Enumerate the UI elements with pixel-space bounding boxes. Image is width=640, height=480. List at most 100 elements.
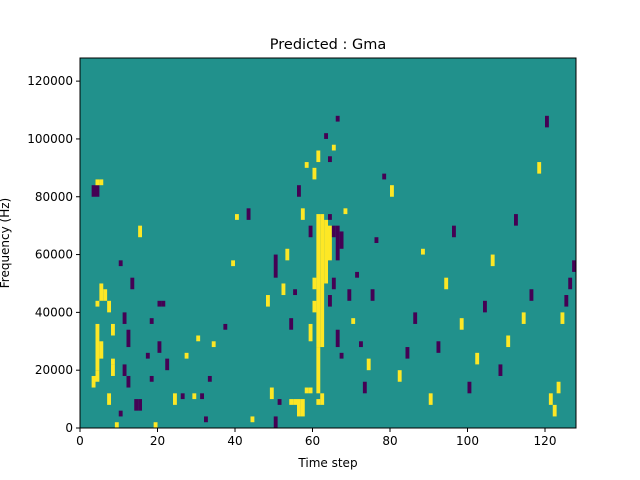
heatmap-cell <box>459 318 464 330</box>
heatmap-cell <box>506 335 511 348</box>
heatmap-cell <box>351 318 356 324</box>
heatmap-cell <box>335 225 340 261</box>
heatmap-cell <box>223 323 228 330</box>
heatmap-cell <box>235 214 239 220</box>
heatmap-cell <box>118 260 123 267</box>
heatmap-cell <box>537 162 542 174</box>
heatmap-cell <box>99 179 104 186</box>
y-tick-label: 60000 <box>35 248 73 262</box>
heatmap-cell <box>390 185 394 197</box>
heatmap-cell <box>126 329 131 348</box>
y-axis: 0 20000 40000 60000 80000 100000 120000 <box>27 74 80 435</box>
heatmap-cell <box>111 358 115 365</box>
heatmap-cell <box>328 214 332 220</box>
heatmap-cell <box>95 179 100 186</box>
x-tick-label: 80 <box>382 434 397 448</box>
heatmap-cell <box>308 323 313 342</box>
heatmap-cell <box>211 341 216 348</box>
heatmap-cell <box>122 364 127 376</box>
heatmap-cell <box>339 352 344 359</box>
heatmap-cell <box>548 393 553 405</box>
heatmap-cell <box>118 410 123 417</box>
heatmap-cell <box>316 347 321 394</box>
heatmap-cell <box>293 289 298 296</box>
heatmap-cell <box>362 381 367 394</box>
heatmap-cell <box>359 341 363 348</box>
heatmap-cell <box>320 214 325 348</box>
x-axis-label: Time step <box>297 456 357 470</box>
heatmap-cell <box>180 393 185 400</box>
heatmap-cell <box>231 260 236 267</box>
heatmap-cell <box>91 375 96 388</box>
heatmap-cell <box>316 150 321 163</box>
heatmap-cell <box>335 115 340 122</box>
heatmap-cell <box>405 347 410 359</box>
plot-frame <box>79 57 577 429</box>
heatmap-cell <box>134 399 139 411</box>
heatmap-cell <box>328 295 332 307</box>
heatmap-cell <box>514 214 518 226</box>
y-tick-label: 80000 <box>35 190 73 204</box>
heatmap-cell <box>421 248 425 255</box>
x-tick-label: 60 <box>305 434 320 448</box>
heatmap-cell <box>316 399 321 405</box>
plot-area <box>80 58 577 428</box>
heatmap-cell <box>95 300 100 307</box>
heatmap-cell <box>355 271 360 278</box>
heatmap-cell <box>91 185 96 197</box>
heatmap-cell <box>99 341 104 359</box>
heatmap-cell <box>370 289 375 301</box>
heatmap-cell <box>107 300 112 313</box>
heatmap-cell <box>347 289 352 301</box>
heatmap-cell <box>297 185 301 197</box>
heatmap-cell <box>192 393 197 400</box>
heatmap-cell <box>444 277 449 290</box>
x-tick-label: 100 <box>456 434 479 448</box>
heatmap-cell <box>312 167 317 180</box>
heatmap-cell <box>331 144 336 151</box>
heatmap-cell <box>304 162 309 168</box>
y-axis-label: Frequency (Hz) <box>0 198 12 289</box>
heatmap-cell <box>428 393 433 405</box>
heatmap-cell <box>324 133 329 139</box>
heatmap-cell <box>149 318 154 324</box>
heatmap-cell <box>397 370 402 382</box>
heatmap-cell <box>114 422 119 428</box>
heatmap-cell <box>145 352 150 359</box>
heatmap-cell <box>436 341 441 353</box>
heatmap-cell <box>126 375 131 388</box>
heatmap-cell <box>138 225 143 238</box>
y-tick-label: 40000 <box>35 305 73 319</box>
heatmap-cell <box>366 358 371 371</box>
heatmap-cell <box>560 312 565 324</box>
heatmap-cell <box>266 295 270 307</box>
heatmap-cell <box>331 277 336 290</box>
heatmap-cell <box>111 323 115 336</box>
heatmap-cell <box>308 387 313 394</box>
heatmap-cell <box>130 277 135 290</box>
heatmap-cell <box>552 404 557 417</box>
heatmap-cell <box>316 214 321 348</box>
heatmap-cell <box>328 156 332 163</box>
heatmap-cell <box>138 399 143 411</box>
heatmap-cell <box>95 323 100 371</box>
heatmap-cell <box>374 237 379 243</box>
heatmap-cell <box>475 352 480 365</box>
y-tick-label: 0 <box>65 421 73 435</box>
heatmap-cell <box>529 289 534 301</box>
heatmap-cell <box>300 208 305 220</box>
x-tick-label: 120 <box>534 434 557 448</box>
y-tick-label: 100000 <box>27 132 73 146</box>
heatmap-cell <box>452 225 456 238</box>
heatmap-cell <box>99 283 104 301</box>
heatmap-cell <box>196 335 201 342</box>
x-tick-label: 20 <box>150 434 165 448</box>
heatmap-cell <box>490 254 495 267</box>
heatmap-cell <box>95 185 100 197</box>
heatmap-cell <box>149 375 154 382</box>
y-tick-label: 120000 <box>27 74 73 88</box>
x-axis: 0 20 40 60 80 100 120 <box>76 428 556 448</box>
heatmap-cell <box>343 208 348 215</box>
heatmap-cell <box>285 248 290 261</box>
